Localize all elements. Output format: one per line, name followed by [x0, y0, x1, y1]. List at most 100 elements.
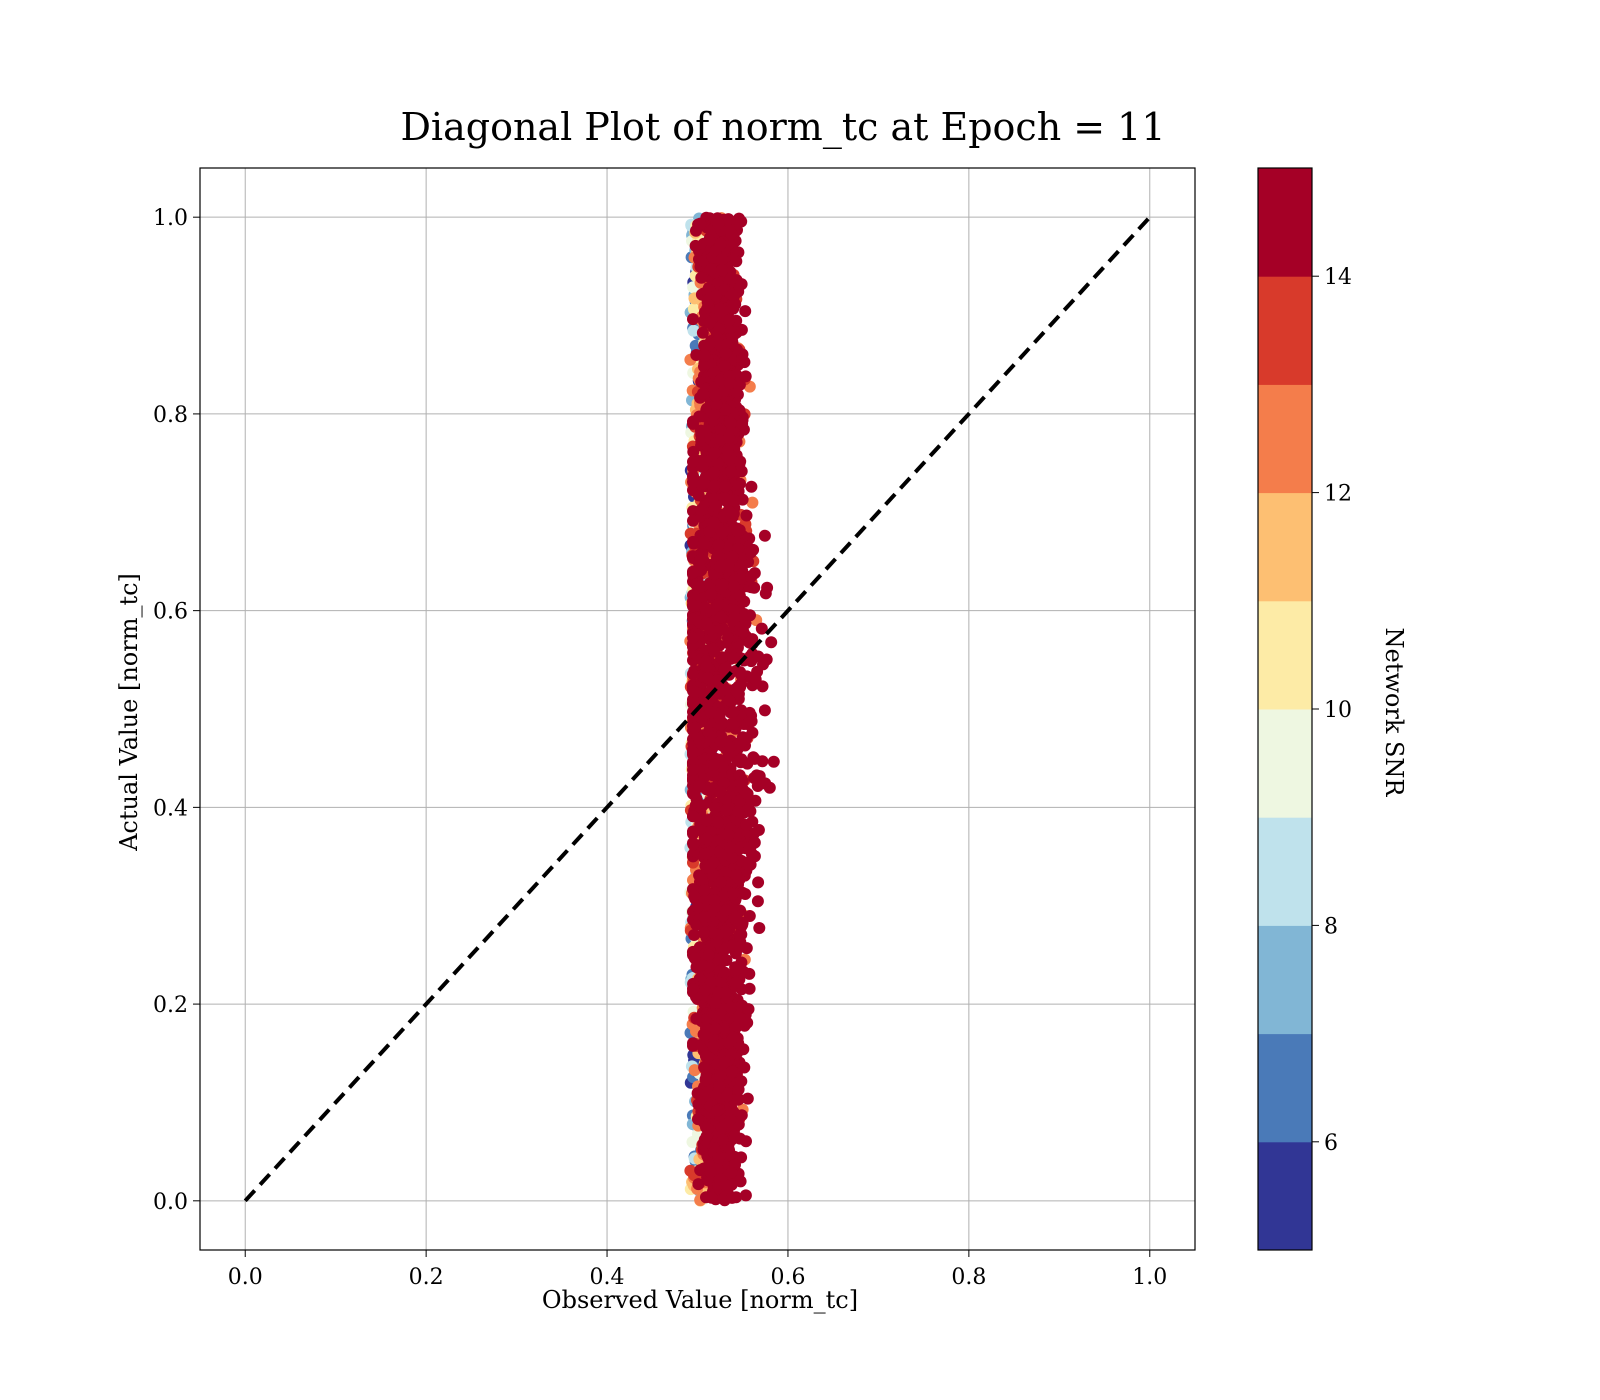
- scatter-point: [752, 876, 765, 889]
- scatter-point: [688, 952, 701, 965]
- scatter-point: [741, 787, 754, 800]
- scatter-point: [687, 313, 699, 326]
- scatter-point: [714, 303, 726, 315]
- scatter-point: [704, 588, 717, 601]
- scatter-point: [687, 455, 699, 468]
- scatter-point: [723, 740, 736, 753]
- scatter-point: [716, 253, 728, 266]
- scatter-point: [700, 814, 713, 827]
- scatter-point: [687, 810, 699, 823]
- scatter-point: [722, 1036, 735, 1049]
- scatter-point: [720, 662, 732, 675]
- scatter-point: [695, 271, 708, 284]
- scatter-point: [731, 686, 744, 699]
- scatter-point: [726, 550, 739, 563]
- scatter-point: [698, 884, 711, 897]
- scatter-point: [687, 827, 699, 840]
- scatter-point: [697, 477, 710, 490]
- scatter-point: [699, 984, 712, 997]
- scatter-point: [715, 611, 727, 624]
- scatter-point: [689, 239, 702, 252]
- scatter-point: [694, 504, 707, 517]
- x-tick-label: 0.8: [951, 1265, 986, 1290]
- scatter-point: [745, 480, 758, 493]
- scatter-point: [722, 828, 735, 841]
- scatter-point: [729, 963, 742, 976]
- scatter-point: [721, 1090, 733, 1103]
- scatter-point: [729, 1130, 742, 1143]
- scatter-point: [715, 1121, 728, 1134]
- scatter-point: [711, 1104, 723, 1117]
- scatter-point: [712, 1151, 725, 1164]
- scatter-point: [687, 476, 699, 488]
- scatter-point: [727, 705, 740, 718]
- scatter-point: [696, 799, 709, 812]
- scatter-point: [705, 975, 718, 988]
- scatter-point: [749, 673, 762, 686]
- scatter-point: [724, 416, 737, 429]
- scatter-point: [727, 651, 740, 664]
- scatter-point: [716, 1134, 729, 1147]
- scatter-point: [720, 338, 733, 351]
- scatter-point: [697, 387, 709, 400]
- scatter-point: [765, 636, 778, 649]
- scatter-point: [694, 553, 707, 566]
- scatter-point: [709, 1022, 722, 1035]
- y-tick-label: 0.6: [153, 600, 188, 625]
- colorbar-level: [1258, 925, 1312, 1035]
- scatter-point: [724, 465, 737, 478]
- scatter-point: [710, 499, 723, 512]
- scatter-point: [725, 718, 738, 730]
- colorbar-tick-label: 6: [1324, 1131, 1338, 1156]
- scatter-point: [698, 1061, 711, 1074]
- scatter-point: [717, 890, 730, 903]
- scatter-point: [708, 408, 721, 421]
- scatter-point: [687, 566, 699, 579]
- scatter-point: [692, 1113, 704, 1126]
- colorbar-tick-label: 12: [1324, 482, 1352, 507]
- colorbar-level: [1258, 384, 1312, 494]
- scatter-point: [709, 801, 722, 814]
- scatter-point: [687, 415, 699, 428]
- scatter-point: [703, 862, 716, 874]
- scatter-point: [727, 887, 740, 900]
- scatter-point: [767, 755, 780, 768]
- scatter-point: [687, 668, 699, 681]
- scatter-point: [730, 911, 743, 924]
- diagonal-reference-line: [243, 215, 1152, 1203]
- scatter-point: [716, 526, 729, 539]
- scatter-point: [756, 755, 769, 768]
- scatter-point: [738, 1061, 751, 1074]
- scatter-point: [714, 1069, 727, 1082]
- scatter-point: [713, 560, 726, 573]
- scatter-point: [714, 237, 727, 250]
- scatter-point: [719, 347, 732, 360]
- x-tick-label: 0.4: [590, 1265, 625, 1290]
- scatter-point: [733, 941, 746, 954]
- scatter-point: [696, 874, 708, 887]
- scatter-point: [687, 631, 699, 644]
- scatter-point: [757, 777, 770, 790]
- scatter-point: [721, 632, 734, 644]
- scatter-point: [687, 711, 699, 724]
- scatter-point: [707, 516, 720, 529]
- scatter-points: [684, 211, 780, 1207]
- colorbar: 6 8 10 12 14: [1257, 167, 1352, 1251]
- scatter-point: [687, 982, 699, 995]
- y-axis: 0.0 0.2 0.4 0.6 0.8 1.0: [153, 206, 200, 1215]
- plot-area: [199, 167, 1196, 1251]
- scatter-point: [730, 869, 743, 882]
- scatter-point: [687, 324, 700, 337]
- scatter-point: [740, 819, 753, 832]
- scatter-point: [726, 289, 739, 301]
- scatter-point: [751, 895, 764, 908]
- scatter-point: [733, 1011, 746, 1024]
- scatter-point: [724, 1001, 737, 1014]
- scatter-point: [714, 785, 727, 798]
- scatter-point: [719, 480, 732, 493]
- scatter-point: [712, 816, 725, 829]
- scatter-point: [728, 611, 741, 624]
- scatter-point: [708, 479, 721, 492]
- scatter-point: [743, 859, 756, 872]
- scatter-point: [744, 570, 757, 583]
